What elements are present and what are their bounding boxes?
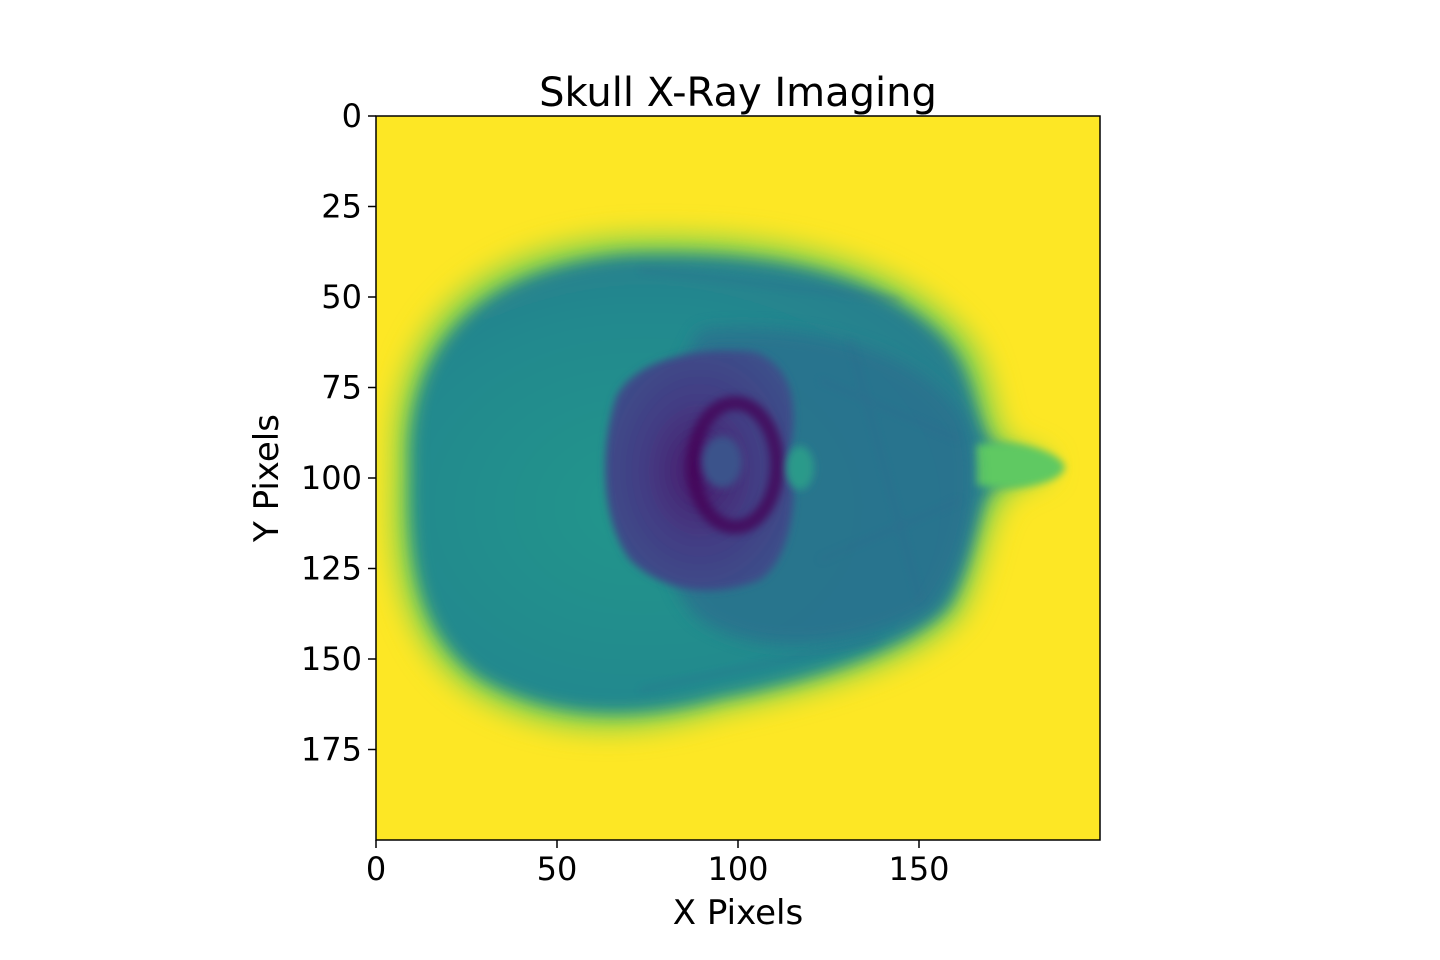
y-tick-label: 50 xyxy=(321,278,362,316)
bone-texture xyxy=(639,268,961,692)
inner-core xyxy=(702,436,742,488)
x-axis: 0 50 100 150 xyxy=(366,840,950,888)
nose-protrusion xyxy=(975,442,1065,488)
y-tick-label: 125 xyxy=(301,550,362,588)
x-tick-label: 150 xyxy=(888,850,949,888)
dark-core-ring xyxy=(686,396,784,534)
y-tick-label: 0 xyxy=(342,97,362,135)
chart-title: Skull X-Ray Imaging xyxy=(539,70,937,116)
y-axis: 0 25 50 75 100 125 150 175 xyxy=(301,97,376,769)
y-tick-label: 150 xyxy=(301,640,362,678)
sinus-spot xyxy=(786,446,814,490)
x-tick-label: 100 xyxy=(707,850,768,888)
heatmap-image xyxy=(376,116,1100,840)
y-axis-title: Y Pixels xyxy=(247,414,287,543)
x-axis-title: X Pixels xyxy=(673,893,803,933)
y-tick-label: 100 xyxy=(301,459,362,497)
y-tick-label: 25 xyxy=(321,188,362,226)
y-tick-label: 175 xyxy=(301,731,362,769)
y-tick-label: 75 xyxy=(321,369,362,407)
x-tick-label: 0 xyxy=(366,850,386,888)
x-tick-label: 50 xyxy=(537,850,578,888)
